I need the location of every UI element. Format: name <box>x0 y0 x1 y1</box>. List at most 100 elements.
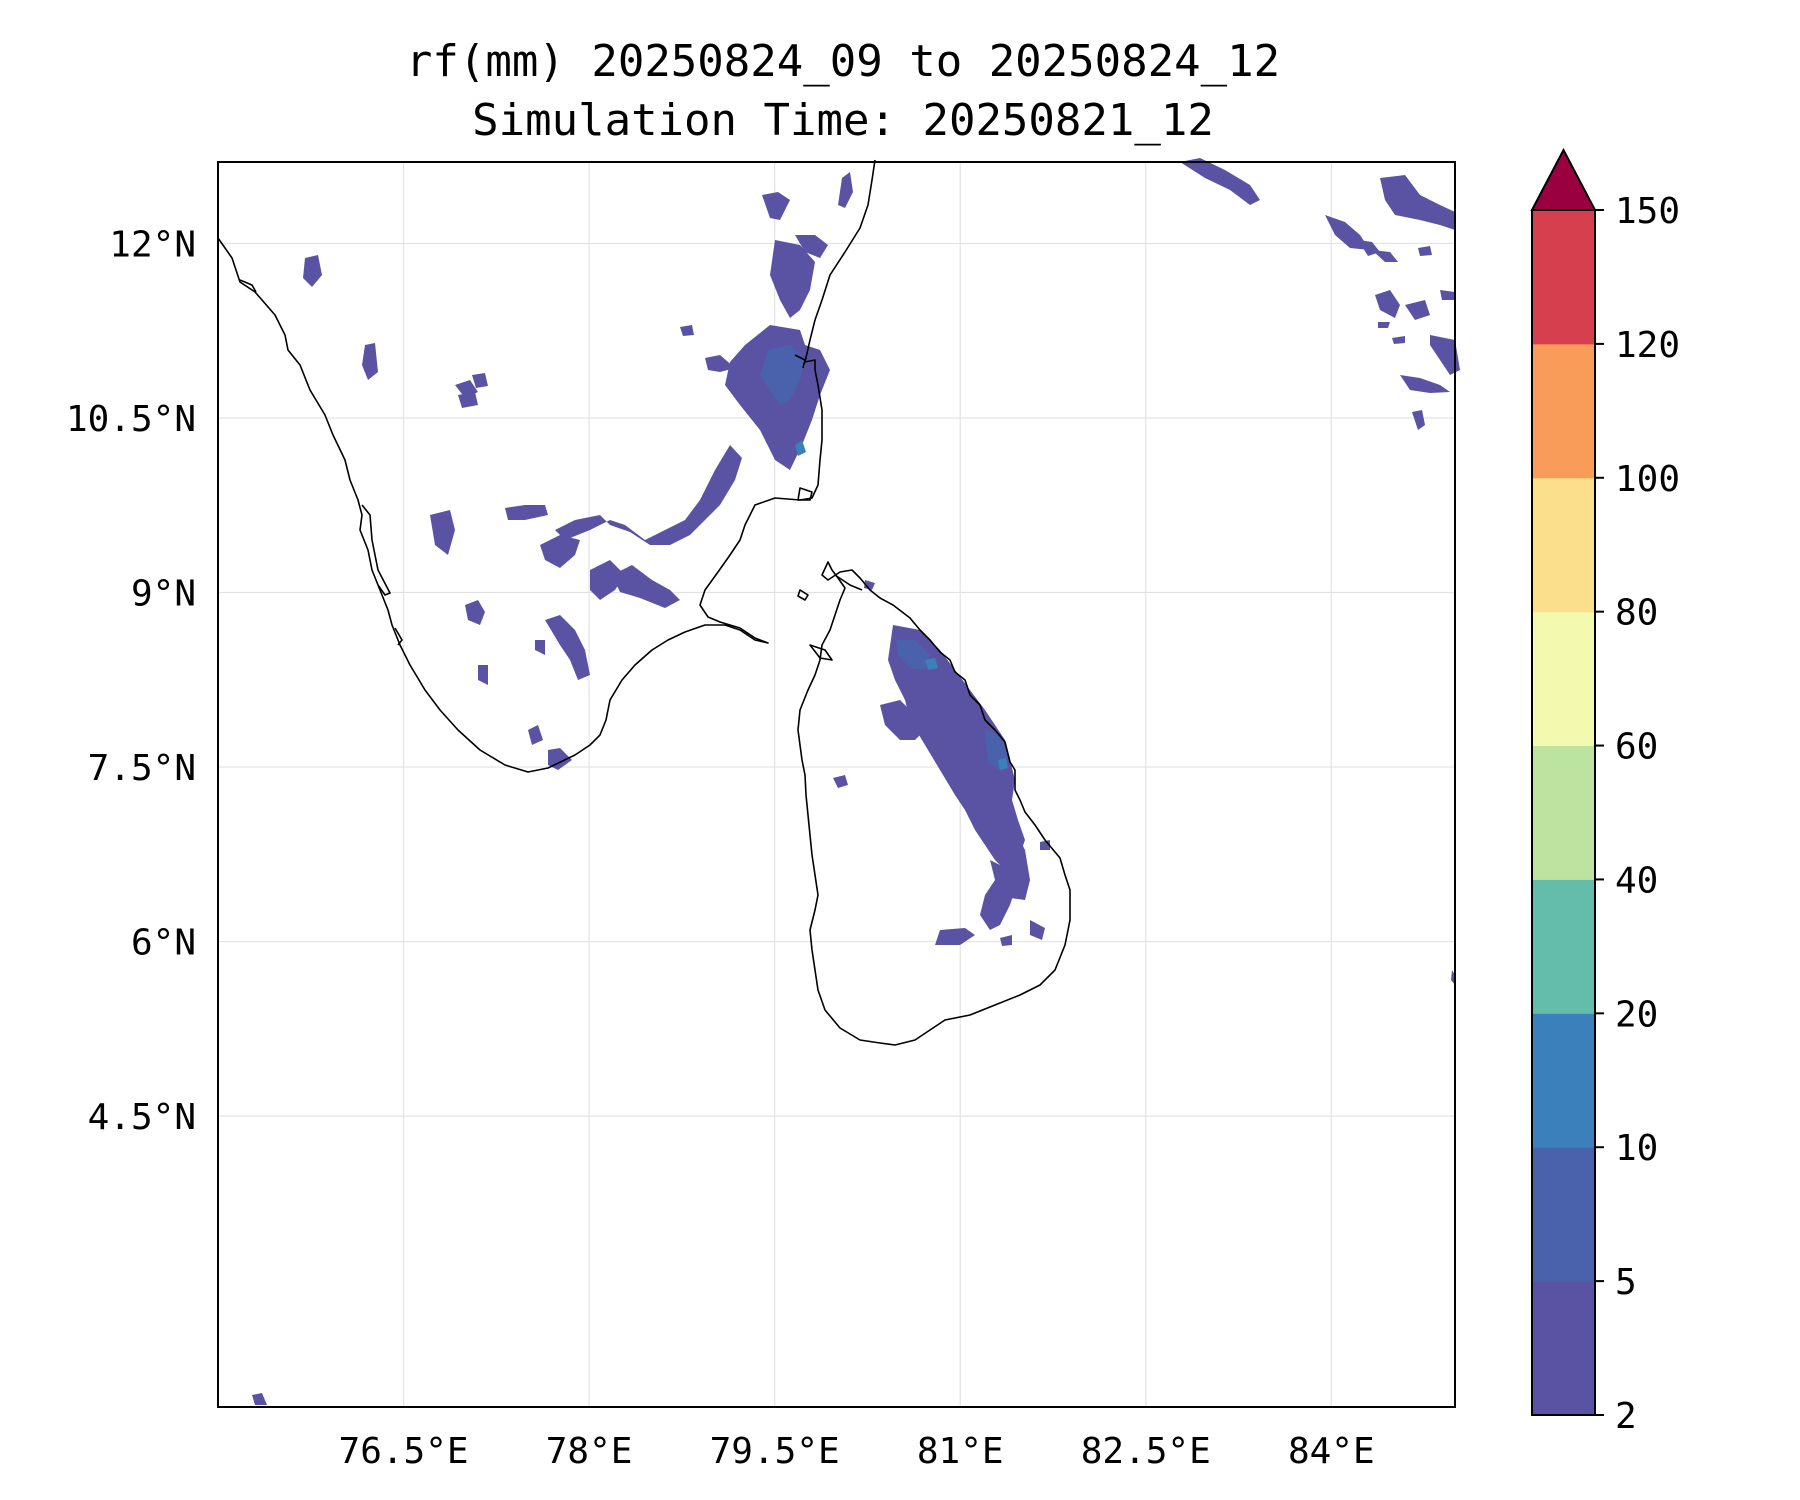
rain-patch-ne12 <box>1392 336 1405 344</box>
palk-strait-island <box>797 487 813 501</box>
rain-patch-ne7 <box>1440 290 1455 300</box>
x-tick-label: 82.5°E <box>1081 1431 1211 1472</box>
rain-patch-sl-small <box>864 580 875 590</box>
rain-patch-dindigul <box>545 615 590 680</box>
colorbar-tick-label: 10 <box>1615 1128 1658 1169</box>
rain-patch-tn-west2 <box>505 505 548 520</box>
colorbar-segment <box>1532 343 1595 479</box>
colorbar-tick-label: 60 <box>1615 727 1658 768</box>
y-tick-label: 12°N <box>109 224 196 265</box>
rain-patch-blob5 <box>705 355 735 372</box>
x-tick-label: 81°E <box>917 1431 1004 1472</box>
colorbar-tick-label: 20 <box>1615 994 1658 1035</box>
rain-patch-central-tn <box>555 445 742 545</box>
map-frame <box>217 161 1456 1408</box>
colorbar-segment <box>1532 1013 1595 1148</box>
colorbar-segment <box>1532 210 1595 345</box>
y-tick-label: 6°N <box>131 923 196 964</box>
rain-patch-ne3 <box>1380 175 1455 230</box>
rain-patch-tn-west <box>430 510 455 555</box>
colorbar-tick-label: 150 <box>1615 191 1680 232</box>
colorbar-extend-triangle <box>1530 147 1597 211</box>
rain-patch-sl-east2 <box>980 860 1015 930</box>
rain-patch-ne5 <box>1372 250 1398 262</box>
chart-subtitle: Simulation Time: 20250821_12 <box>472 95 1214 146</box>
coastlines <box>217 159 1071 1046</box>
colorbar-tick-label: 5 <box>1615 1262 1637 1303</box>
x-axis-ticks: 76.5°E 78°E 79.5°E 81°E 82.5°E 84°E <box>339 1431 1375 1472</box>
rain-patch-heavy-3 <box>998 758 1008 770</box>
rain-patch-sw <box>252 1393 267 1405</box>
rain-patch-blob1 <box>362 343 378 380</box>
colorbar-frame <box>1531 209 1596 1416</box>
rain-patch-sl-se3 <box>1000 935 1012 946</box>
colorbar-segment <box>1532 879 1595 1014</box>
rain-patch-north-tn2 <box>770 240 815 318</box>
rain-patch-ne10 <box>1400 375 1450 393</box>
gridlines <box>218 162 1455 1407</box>
rain-patch-sl-central <box>920 716 945 735</box>
jaffna-lagoon <box>834 574 863 591</box>
rain-patch-sl-small2 <box>833 775 848 788</box>
rain-patch-ramnad <box>612 565 680 608</box>
colorbar-tick-label: 120 <box>1615 325 1680 366</box>
colorbar-tick-label: 100 <box>1615 459 1680 500</box>
x-tick-label: 76.5°E <box>339 1431 469 1472</box>
rain-patch-medium-2 <box>896 640 930 670</box>
rain-patch-ne14 <box>1378 322 1390 328</box>
x-tick-label: 79.5°E <box>710 1431 840 1472</box>
rain-patch-ne9 <box>1430 335 1460 375</box>
rain-patch-heavy-2 <box>925 658 938 670</box>
rain-patch-medium-1 <box>760 345 805 405</box>
x-tick-label: 84°E <box>1288 1431 1375 1472</box>
colorbar-tick-label: 80 <box>1615 593 1658 634</box>
y-tick-label: 9°N <box>131 574 196 615</box>
y-tick-label: 7.5°N <box>88 748 196 789</box>
rain-patch-ne8 <box>1405 300 1430 320</box>
colorbar-segment <box>1532 1281 1595 1416</box>
colorbar-segment <box>1532 745 1595 880</box>
sri-lanka-island-1 <box>797 589 809 601</box>
colorbar-tick-label: 40 <box>1615 860 1658 901</box>
rain-patch-sl-west <box>880 700 925 740</box>
chart-title: rf(mm) 20250824_09 to 20250824_12 <box>405 36 1281 87</box>
rain-patch-kerala-a <box>465 600 485 625</box>
india-lagoon <box>794 354 806 369</box>
sri-lanka-coastline <box>797 561 1071 1046</box>
rain-patch-sl-se <box>1030 920 1045 940</box>
rain-patch-ne13 <box>1418 246 1432 256</box>
rain-patch-ne6 <box>1375 290 1400 318</box>
rain-patch-sl-se2 <box>935 928 975 945</box>
rain-patch-blob3 <box>472 373 488 388</box>
rain-patch-blob6 <box>680 325 694 336</box>
kerala-backwaters <box>361 504 391 596</box>
rain-patch-ne1 <box>1180 158 1260 205</box>
rain-patch-ne11 <box>1412 410 1425 430</box>
colorbar-segment <box>1532 611 1595 747</box>
kerala-detail <box>239 279 257 293</box>
y-tick-label: 10.5°N <box>66 399 196 440</box>
rain-patch-coimbatore <box>303 255 322 287</box>
rain-patch-blob13 <box>838 172 853 208</box>
rain-patch-blob8 <box>528 725 543 745</box>
colorbar-segment <box>1532 477 1595 613</box>
kerala-backwaters-2 <box>394 627 403 646</box>
rain-patch-madurai <box>540 535 580 568</box>
rain-patch-blob7 <box>478 665 488 685</box>
rain-patch-blob12 <box>795 235 828 258</box>
india-coastline <box>217 159 876 773</box>
rain-patch-blob10 <box>535 640 545 655</box>
rainfall-contours <box>252 158 1460 1405</box>
rain-patch-sl-north <box>888 625 1025 870</box>
rain-patch-blob11 <box>762 192 790 220</box>
colorbar-segment <box>1532 1147 1595 1282</box>
y-tick-label: 4.5°N <box>88 1097 196 1138</box>
rainfall-contours-heavy <box>795 440 1008 770</box>
rain-patch-blob4 <box>458 392 478 408</box>
sri-lanka-island-2 <box>809 644 833 661</box>
x-tick-label: 78°E <box>546 1431 633 1472</box>
y-axis-ticks: 12°N 10.5°N 9°N 7.5°N 6°N 4.5°N <box>66 224 196 1138</box>
colorbar-tick-label: 2 <box>1615 1396 1637 1437</box>
rain-patch-heavy-1 <box>795 440 806 456</box>
